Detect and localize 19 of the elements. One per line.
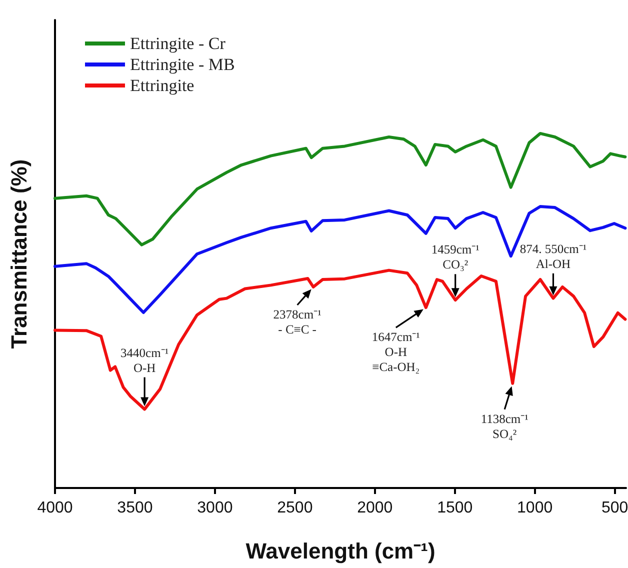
x-tick-label: 1500 xyxy=(437,500,473,516)
legend-label: Ettringite - Cr xyxy=(130,34,226,53)
x-tick-label: 1000 xyxy=(517,500,553,516)
annotation: 1459cm⁻¹ CO₃² xyxy=(431,242,480,272)
annotation: 2378cm⁻¹ - C≡C - xyxy=(273,307,322,336)
annotation: 1138cm⁻¹ SO₄² xyxy=(480,412,529,441)
x-tick-label: 500 xyxy=(601,500,628,516)
x-tick-label: 3000 xyxy=(197,500,233,516)
y-axis-title: Transmittance (%) xyxy=(6,159,32,349)
x-tick-label: 2500 xyxy=(277,500,313,516)
legend-label: Ettringite xyxy=(130,76,194,95)
annotation: 1647cm⁻¹ O-H ≡Ca-OH₂ xyxy=(372,330,420,374)
annotation: 3440cm⁻¹ O-H xyxy=(120,346,169,375)
x-axis-title: Wavelength (cm⁻¹) xyxy=(246,538,436,564)
x-tick-label: 2000 xyxy=(357,500,393,516)
legend-label: Ettringite - MB xyxy=(130,55,235,74)
x-tick-label: 3500 xyxy=(117,500,153,516)
x-tick-label: 4000 xyxy=(37,500,73,516)
annotation: 874. 550cm⁻¹ Al-OH xyxy=(520,242,587,271)
